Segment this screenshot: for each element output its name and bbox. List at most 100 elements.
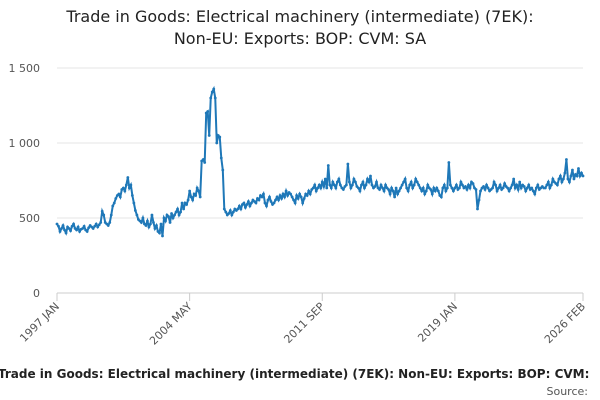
- data-point: [274, 198, 277, 202]
- data-point: [191, 198, 195, 202]
- chart-title: Non-EU: Exports: BOP: CVM: SA: [174, 29, 426, 48]
- data-point: [491, 186, 494, 190]
- data-point: [543, 186, 547, 190]
- data-point: [221, 168, 225, 172]
- data-point: [549, 183, 553, 187]
- data-point: [571, 168, 574, 172]
- data-point: [114, 197, 118, 200]
- data-point: [578, 174, 582, 178]
- data-point: [141, 216, 145, 220]
- data-point: [102, 213, 106, 217]
- data-point: [399, 186, 403, 190]
- data-point: [531, 189, 535, 193]
- data-point: [299, 195, 303, 199]
- x-tick-label: 2026 FEB: [542, 300, 588, 346]
- series-line: [56, 85, 584, 237]
- data-point: [450, 186, 454, 190]
- source-label: Source:: [547, 385, 589, 398]
- data-point: [224, 210, 228, 214]
- data-point: [442, 183, 446, 187]
- data-point: [112, 201, 116, 205]
- data-point: [162, 216, 166, 220]
- data-point: [565, 158, 568, 161]
- data-point: [292, 198, 296, 202]
- data-point: [124, 183, 128, 187]
- data-point: [555, 183, 559, 187]
- data-point: [406, 189, 410, 193]
- data-point: [453, 186, 457, 190]
- data-point: [326, 164, 330, 167]
- data-point: [467, 183, 470, 187]
- data-point: [108, 221, 112, 224]
- data-point: [170, 212, 173, 215]
- data-point: [70, 224, 74, 228]
- data-point: [433, 189, 437, 193]
- data-point: [257, 198, 261, 202]
- data-point: [268, 195, 271, 199]
- data-point: [375, 180, 378, 184]
- data-point: [562, 177, 565, 181]
- data-point: [388, 192, 392, 196]
- data-point: [534, 186, 538, 190]
- data-point: [415, 180, 419, 184]
- data-point: [186, 198, 190, 202]
- data-point: [99, 221, 103, 224]
- data-point: [280, 197, 283, 200]
- data-point: [516, 188, 520, 191]
- data-point: [512, 177, 516, 181]
- data-point: [495, 189, 499, 193]
- data-point: [429, 188, 433, 191]
- data-point: [149, 222, 152, 226]
- data-point: [497, 186, 500, 190]
- data-point: [447, 161, 451, 164]
- data-point: [332, 183, 336, 187]
- data-point: [197, 189, 201, 193]
- data-point: [347, 180, 351, 184]
- data-point: [75, 228, 78, 232]
- data-point: [352, 177, 356, 181]
- data-point: [426, 183, 430, 187]
- data-point: [63, 228, 66, 232]
- data-point: [174, 210, 178, 214]
- data-point: [78, 230, 82, 233]
- data-point: [494, 183, 497, 187]
- data-point: [465, 188, 469, 191]
- data-point: [316, 186, 320, 190]
- data-point: [254, 201, 258, 205]
- data-point: [210, 90, 214, 94]
- data-point: [439, 195, 443, 199]
- chart-title: Trade in Goods: Electrical machinery (in…: [65, 7, 533, 26]
- data-point: [458, 186, 461, 190]
- data-point: [349, 186, 353, 190]
- data-point: [417, 183, 421, 187]
- data-point: [237, 204, 241, 208]
- data-point: [436, 189, 440, 193]
- data-point: [230, 213, 234, 217]
- data-point: [218, 135, 222, 139]
- data-point: [209, 96, 213, 100]
- data-point: [560, 180, 564, 184]
- data-point: [391, 189, 395, 193]
- data-point: [289, 192, 293, 196]
- data-point: [179, 210, 182, 214]
- data-point: [93, 224, 97, 228]
- data-point: [503, 182, 507, 185]
- data-point: [177, 213, 181, 217]
- data-point: [227, 212, 231, 215]
- data-point: [314, 189, 318, 193]
- data-point: [344, 183, 348, 187]
- data-point: [72, 222, 75, 226]
- data-point: [109, 213, 113, 217]
- data-point: [171, 216, 175, 220]
- data-point: [133, 209, 137, 212]
- data-point: [423, 192, 427, 196]
- data-point: [118, 195, 122, 199]
- data-point: [432, 186, 436, 190]
- data-point: [301, 201, 305, 205]
- data-point: [325, 186, 329, 190]
- data-point: [275, 195, 279, 199]
- data-point: [185, 203, 189, 206]
- data-point: [140, 221, 143, 224]
- data-point: [346, 162, 350, 166]
- data-point: [198, 195, 202, 199]
